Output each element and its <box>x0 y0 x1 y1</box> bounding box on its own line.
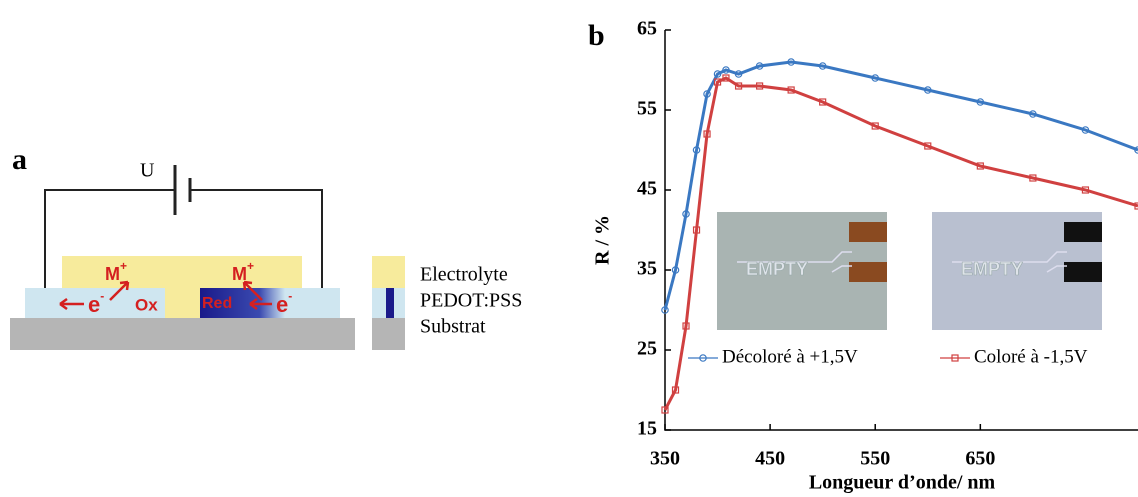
photo: EMPTY <box>717 212 887 330</box>
legend-label: Décoloré à +1,5V <box>722 346 858 367</box>
marker <box>923 86 932 94</box>
marker <box>692 146 701 154</box>
ion-label: M+ <box>105 259 127 284</box>
y-tick-label: 35 <box>637 258 657 280</box>
legend-swatch <box>372 256 405 288</box>
electron-label: e- <box>88 289 104 317</box>
legend-swatch <box>386 288 394 318</box>
marker <box>734 82 743 90</box>
electrolyte <box>62 256 302 290</box>
marker <box>755 62 764 70</box>
electron-label: e- <box>276 289 292 317</box>
marker <box>787 58 795 66</box>
marker <box>682 322 690 330</box>
arrow <box>109 280 130 301</box>
legend-marker <box>951 354 959 362</box>
marker <box>1134 146 1138 154</box>
series-line <box>663 76 1138 411</box>
x-tick-label: 550 <box>860 448 890 470</box>
trace <box>737 251 852 273</box>
electrode <box>849 222 887 242</box>
marker <box>755 82 764 90</box>
electrolyte <box>165 288 200 318</box>
red-label: Red <box>202 295 232 312</box>
ion: M <box>232 264 247 284</box>
marker <box>976 162 984 170</box>
marker <box>871 74 880 82</box>
marker <box>713 78 722 86</box>
electrode <box>849 262 887 282</box>
electron: e <box>88 292 100 317</box>
electron-charge: - <box>288 289 292 303</box>
trace <box>952 251 1067 273</box>
y-tick-label: 15 <box>637 418 657 440</box>
marker <box>819 98 827 106</box>
arrow <box>249 297 272 311</box>
photo: EMPTY <box>932 212 1102 330</box>
marker <box>924 142 932 150</box>
marker <box>787 86 795 94</box>
substrate <box>10 318 355 350</box>
y-tick-label: 55 <box>637 98 657 120</box>
photo-text: EMPTY <box>746 259 808 279</box>
electrode <box>1064 222 1102 242</box>
marker <box>703 130 711 138</box>
legend-marker <box>699 354 707 362</box>
marker <box>661 306 669 314</box>
voltage-label: U <box>140 160 155 182</box>
y-tick-label: 25 <box>637 338 657 360</box>
electrode <box>1064 262 1102 282</box>
x-axis-label: Longueur d’onde/ nm <box>809 472 996 494</box>
legend-swatch <box>372 318 405 350</box>
marker <box>682 210 690 218</box>
wire <box>44 189 323 288</box>
x-tick-label: 350 <box>650 448 680 470</box>
ox-label: Ox <box>135 295 158 314</box>
marker <box>1081 126 1090 134</box>
marker <box>671 266 680 274</box>
series-line <box>663 60 1138 311</box>
legend-label: PEDOT:PSS <box>420 290 522 312</box>
legend-label: Substrat <box>420 316 486 338</box>
marker <box>692 226 701 234</box>
x-tick-label: 450 <box>755 448 785 470</box>
arrow <box>242 280 263 301</box>
marker <box>722 66 730 74</box>
marker <box>703 90 711 98</box>
electron: e <box>276 292 288 317</box>
panel-label: a <box>12 143 27 176</box>
panel-a: a U M+ M+ e- e- Ox Red Electrolyte PEDOT… <box>10 143 522 350</box>
series <box>661 58 1138 314</box>
marker <box>671 386 680 394</box>
y-tick-label: 45 <box>637 178 657 200</box>
marker <box>1029 174 1037 182</box>
marker <box>871 122 879 130</box>
ion-label: M+ <box>232 259 254 284</box>
marker <box>1081 186 1090 194</box>
y-axis-label: R / % <box>592 215 614 265</box>
x-tick-label: 650 <box>965 448 995 470</box>
marker <box>976 98 985 106</box>
marker <box>713 70 722 78</box>
marker <box>1029 110 1037 118</box>
legend-label: Electrolyte <box>420 264 508 286</box>
marker <box>734 70 743 78</box>
ion-charge: + <box>120 259 127 273</box>
photo-text: EMPTY <box>961 259 1023 279</box>
ion: M <box>105 264 120 284</box>
ion-charge: + <box>247 259 254 273</box>
marker <box>661 406 669 414</box>
legend-label: Coloré à -1,5V <box>974 346 1088 367</box>
marker <box>818 62 827 70</box>
y-tick-label: 65 <box>637 18 657 40</box>
marker <box>722 74 730 82</box>
series <box>661 74 1138 414</box>
electron-charge: - <box>100 289 104 303</box>
arrow <box>59 297 84 311</box>
marker <box>1134 202 1138 210</box>
panel-label: b <box>588 19 605 52</box>
